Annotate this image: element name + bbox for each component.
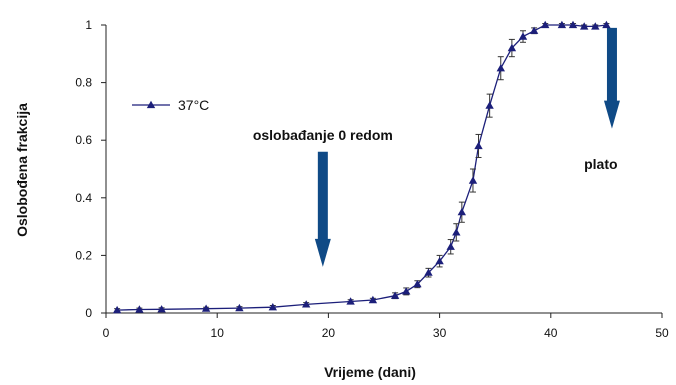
data-point (435, 257, 444, 265)
data-point (390, 291, 400, 299)
data-point (468, 176, 478, 184)
data-point (346, 297, 355, 305)
data-point (413, 280, 422, 288)
series-layer (112, 20, 611, 314)
annotation-arrow (314, 151, 331, 267)
data-point (541, 20, 550, 29)
annotations: oslobađanje 0 redom plato (253, 27, 620, 267)
data-point (424, 268, 433, 276)
data-point (268, 303, 277, 311)
axes: 0 10 20 30 40 50 0 0.2 0.4 0.6 0.8 1 (75, 18, 669, 340)
data-point (518, 32, 528, 40)
data-point (446, 242, 455, 250)
x-tick-label: 30 (433, 326, 447, 340)
data-point (201, 304, 211, 312)
y-axis-title: Oslobođena frakcija (14, 103, 30, 237)
data-point (580, 22, 589, 30)
annotation-label: plato (584, 156, 617, 172)
y-tick-label: 0.4 (75, 191, 92, 205)
y-tick-label: 0.6 (75, 133, 92, 147)
x-tick-label: 20 (322, 326, 336, 340)
data-point (457, 208, 466, 216)
data-point (496, 64, 505, 72)
y-tick-label: 0.8 (75, 76, 92, 90)
annotation-arrow (603, 27, 620, 129)
data-point (474, 141, 483, 150)
data-point (235, 303, 244, 312)
legend-marker (146, 100, 156, 109)
data-point (591, 22, 600, 30)
data-point (602, 20, 611, 29)
y-tick-label: 0 (85, 306, 92, 320)
x-tick-label: 50 (655, 326, 669, 340)
legend: 37°C (132, 97, 209, 113)
y-tick-label: 0.2 (75, 248, 92, 262)
data-point (452, 228, 461, 236)
data-point (368, 295, 378, 304)
legend-label: 37°C (178, 97, 209, 113)
data-point (112, 305, 122, 314)
data-point (557, 20, 567, 29)
annotation-label: oslobađanje 0 redom (253, 127, 393, 143)
data-point (157, 305, 166, 313)
data-point (302, 300, 311, 308)
data-point (529, 26, 539, 34)
data-point (568, 20, 578, 29)
data-point (135, 305, 144, 313)
data-point (507, 43, 517, 52)
data-point (485, 101, 494, 109)
series-line (117, 24, 607, 311)
x-axis-title: Vrijeme (dani) (324, 364, 416, 380)
x-tick-label: 40 (544, 326, 558, 340)
x-tick-label: 0 (103, 326, 110, 340)
data-point (402, 287, 411, 295)
x-tick-label: 10 (211, 326, 225, 340)
y-tick-label: 1 (85, 18, 92, 32)
